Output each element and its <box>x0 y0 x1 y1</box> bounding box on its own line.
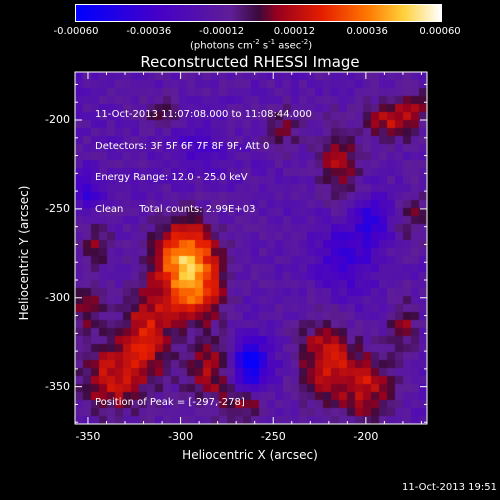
chart-title: Reconstructed RHESSI Image <box>140 53 360 71</box>
y-tick-label: -350 <box>45 379 70 393</box>
colorbar-label: (photons cm-2 s-1 asec-2) <box>190 38 313 52</box>
render-timestamp: 11-Oct-2013 19:51 <box>402 482 497 493</box>
clean-total-counts: Clean Total counts: 2.99E+03 <box>95 203 256 215</box>
colorbar-tick-label: 0.00012 <box>273 26 316 37</box>
heatmap-image <box>75 72 427 424</box>
energy-range: Energy Range: 12.0 - 25.0 keV <box>95 172 248 183</box>
x-axis-label: Heliocentric X (arcsec) <box>182 448 318 462</box>
colorbar-tick-label: -0.00036 <box>126 26 172 37</box>
x-tick-label: -200 <box>353 430 379 443</box>
x-tick-label: -300 <box>168 430 194 443</box>
detectors: Detectors: 3F 5F 6F 7F 8F 9F, Att 0 <box>95 140 270 152</box>
colorbar-tick-label: 0.00060 <box>419 26 461 37</box>
peak-position: Position of Peak = [-297,-278] <box>95 397 245 408</box>
colorbar-tick-label: -0.00060 <box>53 26 99 37</box>
colorbar-tick-label: -0.00012 <box>199 26 245 37</box>
colorbar-tick-label: 0.00036 <box>346 26 388 37</box>
colorbar-frame <box>75 4 442 22</box>
plot-frame <box>74 71 428 425</box>
y-tick-label: -300 <box>45 290 70 304</box>
x-tick-label: -250 <box>260 430 286 443</box>
y-tick-label: -250 <box>45 201 70 215</box>
x-tick-label: -350 <box>75 430 101 443</box>
y-axis-label: Heliocentric Y (arcsec) <box>17 185 31 321</box>
colorbar <box>76 5 441 21</box>
image-info: 11-Oct-2013 11:07:08.000 to 11:08:44.000… <box>95 89 312 226</box>
y-tick-label: -200 <box>45 113 70 126</box>
time-range: 11-Oct-2013 11:07:08.000 to 11:08:44.000 <box>95 109 312 120</box>
